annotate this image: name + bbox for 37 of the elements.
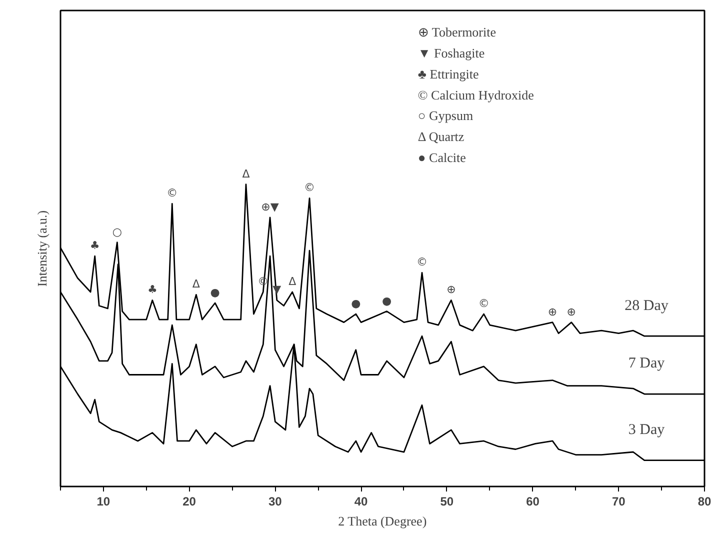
annotation: ⊕ — [566, 305, 576, 318]
series-label: 28 Day — [624, 298, 669, 314]
x-tick-label: 40 — [354, 494, 368, 508]
annotation: ⊕ — [548, 305, 558, 318]
annotation: Δ — [288, 274, 297, 288]
annotation: ● — [351, 297, 361, 310]
annotation: ♣ — [90, 239, 100, 252]
x-tick-label: 80 — [698, 494, 712, 508]
annotation: ● — [382, 294, 392, 308]
x-tick-label: 60 — [526, 494, 540, 508]
annotation: © — [166, 186, 178, 200]
annotation: © — [478, 297, 490, 310]
annotation: ⊕▼ — [261, 200, 280, 214]
x-tick-label: 10 — [96, 494, 110, 508]
x-tick-label: 20 — [182, 494, 196, 508]
text: ♣ Ettringite — [418, 66, 480, 82]
series-label: 7 Day — [628, 356, 666, 372]
annotation: ⊕ — [446, 283, 456, 296]
x-tick-label: 70 — [612, 494, 626, 508]
annotation: © — [416, 256, 428, 269]
text: ⊕ Tobermorite — [418, 24, 496, 40]
y-axis-title: Intensity (a.u.) — [34, 210, 50, 287]
annotation: Δ — [192, 278, 200, 291]
annotation: Δ — [242, 167, 250, 180]
series-label: 3 Day — [628, 422, 666, 438]
annotation: ○ — [112, 225, 122, 238]
text: Δ Quartz — [418, 129, 464, 144]
x-axis-title: 2 Theta (Degree) — [338, 514, 427, 528]
text: © Calcium Hydroxide — [418, 87, 534, 102]
x-tick-label: 50 — [440, 494, 454, 508]
annotation: ♣ — [147, 283, 158, 296]
text: ○ Gypsum — [418, 108, 474, 124]
x-tick-label: 30 — [268, 494, 282, 508]
annotation: ● — [210, 286, 220, 299]
text: ● Calcite — [418, 150, 466, 166]
annotation: © — [304, 181, 316, 194]
text: ▼ Foshagite — [418, 45, 485, 60]
